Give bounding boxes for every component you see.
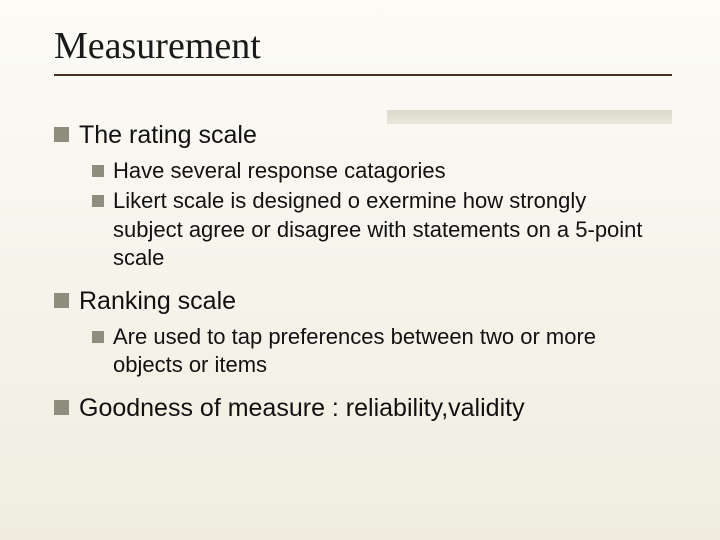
decorative-shadow-bar [387, 110, 672, 124]
list-item-text: Have several response catagories [113, 157, 446, 185]
square-bullet-icon [92, 195, 104, 207]
title-block: Measurement [54, 24, 672, 76]
bullet-list-level1: The rating scale Have several response c… [54, 120, 672, 425]
list-item-text: Ranking scale [79, 286, 236, 317]
slide-title: Measurement [54, 24, 672, 68]
square-bullet-icon [54, 400, 69, 415]
list-item: Ranking scale [54, 286, 672, 317]
content-area: The rating scale Have several response c… [54, 120, 672, 425]
list-item-text: The rating scale [79, 120, 257, 151]
square-bullet-icon [92, 165, 104, 177]
list-item: Have several response catagories [92, 157, 672, 185]
list-item-text: Goodness of measure : reliability,validi… [79, 393, 525, 424]
bullet-list-level2: Have several response catagories Likert … [92, 157, 672, 272]
list-item: Likert scale is designed o exermine how … [92, 187, 672, 271]
list-item-text: Are used to tap preferences between two … [113, 323, 653, 379]
title-underline [54, 74, 672, 76]
square-bullet-icon [54, 127, 69, 142]
square-bullet-icon [92, 331, 104, 343]
list-item: Are used to tap preferences between two … [92, 323, 672, 379]
bullet-list-level2: Are used to tap preferences between two … [92, 323, 672, 379]
square-bullet-icon [54, 293, 69, 308]
list-item: Goodness of measure : reliability,validi… [54, 393, 672, 424]
list-item-text: Likert scale is designed o exermine how … [113, 187, 653, 271]
slide: Measurement The rating scale Have severa… [0, 0, 720, 540]
list-item: The rating scale [54, 120, 672, 151]
